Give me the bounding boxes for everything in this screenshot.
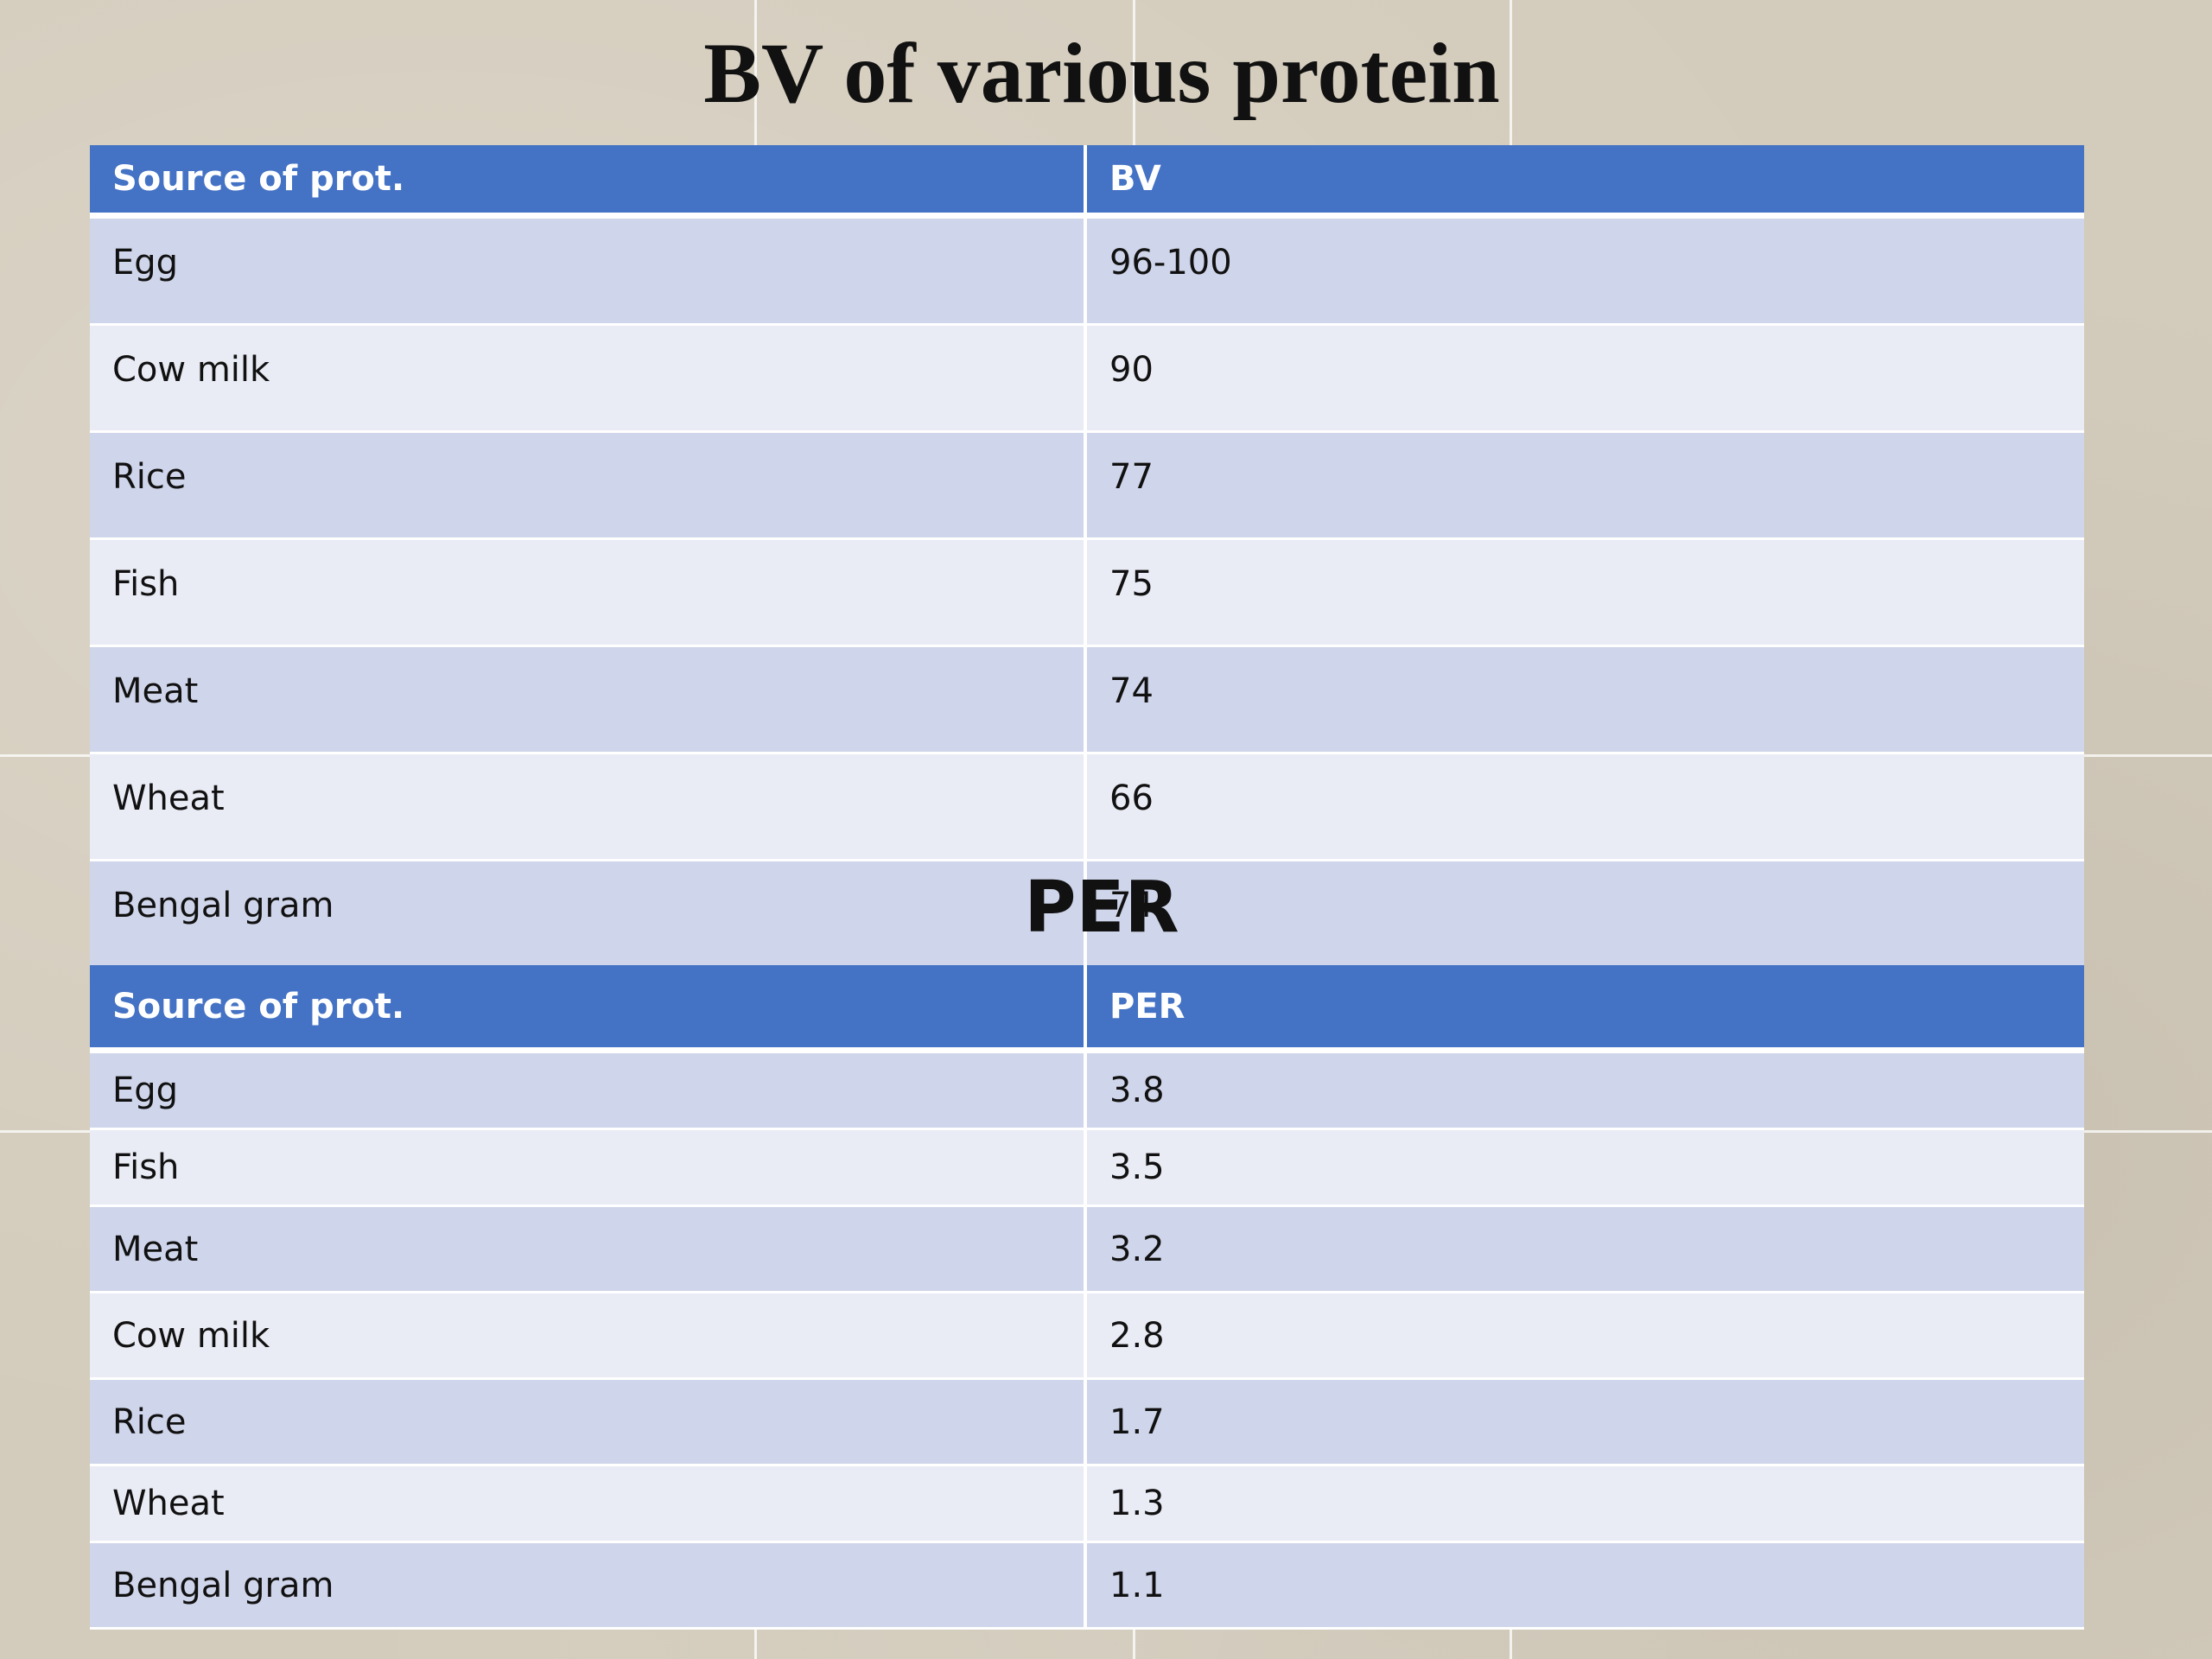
table-header-row: Source of prot. PER bbox=[90, 965, 2084, 1053]
table-header-row: Source of prot. BV bbox=[90, 145, 2084, 219]
per-value-cell: 3.2 bbox=[1085, 1205, 2084, 1294]
table-row: Bengal gram 1.1 bbox=[90, 1541, 2084, 1630]
table-row: Rice 1.7 bbox=[90, 1378, 2084, 1466]
protein-source-cell: Fish bbox=[90, 1128, 1087, 1207]
bv-title: BV of various protein bbox=[703, 25, 1500, 121]
protein-source-cell: Meat bbox=[90, 645, 1087, 754]
protein-source-cell: Wheat bbox=[90, 1465, 1087, 1543]
bv-value-cell: 77 bbox=[1085, 431, 2084, 540]
table-row: Wheat 1.3 bbox=[90, 1465, 2084, 1543]
protein-source-cell: Rice bbox=[90, 431, 1087, 540]
column-header-bv: BV bbox=[1085, 145, 2084, 219]
table-row: Fish 75 bbox=[90, 538, 2084, 647]
table-row: Meat 3.2 bbox=[90, 1205, 2084, 1294]
table-row: Cow milk 90 bbox=[90, 324, 2084, 433]
column-header-source: Source of prot. bbox=[90, 965, 1087, 1053]
protein-source-cell: Fish bbox=[90, 538, 1087, 647]
column-header-per: PER bbox=[1085, 965, 2084, 1053]
table-row: Wheat 66 bbox=[90, 753, 2084, 861]
per-value-cell: 1.7 bbox=[1085, 1378, 2084, 1466]
table-row: Cow milk 2.8 bbox=[90, 1292, 2084, 1380]
protein-source-cell: Wheat bbox=[90, 753, 1087, 861]
protein-source-cell: Egg bbox=[90, 215, 1087, 326]
table-row: Egg 96-100 bbox=[90, 215, 2084, 326]
bv-value-cell: 90 bbox=[1085, 324, 2084, 433]
table-row: Fish 3.5 bbox=[90, 1128, 2084, 1207]
table-row: Rice 77 bbox=[90, 431, 2084, 540]
bv-value-cell: 66 bbox=[1085, 753, 2084, 861]
bv-value-cell: 75 bbox=[1085, 538, 2084, 647]
protein-source-cell: Cow milk bbox=[90, 324, 1087, 433]
table-row: Meat 74 bbox=[90, 645, 2084, 754]
table-row: Egg 3.8 bbox=[90, 1050, 2084, 1130]
bv-table: Source of prot. BV Egg 96-100 Cow milk 9… bbox=[90, 145, 2084, 969]
per-value-cell: 3.5 bbox=[1085, 1128, 2084, 1207]
protein-source-cell: Rice bbox=[90, 1378, 1087, 1466]
protein-source-cell: Bengal gram bbox=[90, 1541, 1087, 1630]
protein-source-cell: Cow milk bbox=[90, 1292, 1087, 1380]
bv-value-cell: 74 bbox=[1085, 860, 2084, 969]
per-value-cell: 3.8 bbox=[1085, 1050, 2084, 1130]
per-value-cell: 1.1 bbox=[1085, 1541, 2084, 1630]
per-value-cell: 1.3 bbox=[1085, 1465, 2084, 1543]
bv-value-cell: 74 bbox=[1085, 645, 2084, 754]
per-value-cell: 2.8 bbox=[1085, 1292, 2084, 1380]
per-title: PER bbox=[1024, 867, 1179, 949]
protein-source-cell: Egg bbox=[90, 1050, 1087, 1130]
column-header-source: Source of prot. bbox=[90, 145, 1087, 219]
per-table: Source of prot. PER Egg 3.8 Fish 3.5 Mea… bbox=[90, 965, 2084, 1630]
bv-value-cell: 96-100 bbox=[1085, 215, 2084, 326]
protein-source-cell: Meat bbox=[90, 1205, 1087, 1294]
